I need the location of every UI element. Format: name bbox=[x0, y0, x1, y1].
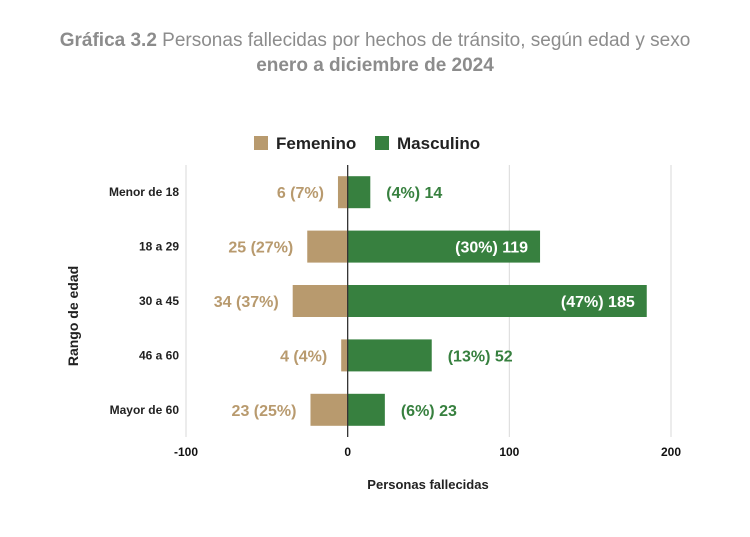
bar-femenino bbox=[307, 230, 348, 263]
bar-masculino bbox=[347, 176, 371, 209]
x-tick-label: 200 bbox=[661, 445, 681, 459]
legend-label: Masculino bbox=[397, 134, 480, 153]
chart-title-prefix: Gráfica 3.2 bbox=[59, 30, 157, 51]
data-label-masculino: (4%) 14 bbox=[386, 185, 442, 202]
data-label-femenino: 4 (4%) bbox=[280, 348, 327, 365]
data-label-femenino: 25 (27%) bbox=[228, 240, 293, 257]
bar-masculino bbox=[347, 230, 541, 263]
data-label-femenino: 23 (25%) bbox=[232, 403, 297, 420]
bar-femenino bbox=[337, 176, 348, 209]
chart-title-main: Personas fallecidas por hechos de tránsi… bbox=[162, 30, 691, 51]
bar-femenino bbox=[341, 339, 348, 372]
data-label-femenino: 6 (7%) bbox=[277, 185, 324, 202]
x-tick-label: 100 bbox=[499, 445, 519, 459]
bar-masculino bbox=[347, 339, 432, 372]
data-label-femenino: 34 (37%) bbox=[214, 294, 279, 311]
bar-femenino bbox=[310, 393, 348, 426]
bar-masculino bbox=[347, 285, 647, 317]
legend-swatch bbox=[254, 136, 268, 150]
legend-swatch bbox=[375, 136, 389, 150]
bar-masculino bbox=[347, 393, 385, 426]
category-label: Mayor de 60 bbox=[110, 403, 180, 417]
data-labels: 6 (7%) (4%) 14 25 (27%) (30%) 119 34 (37%) (4… bbox=[214, 185, 635, 420]
category-label: 18 a 29 bbox=[139, 240, 179, 254]
category-label: 30 a 45 bbox=[139, 294, 179, 308]
x-tick-label: -100 bbox=[174, 445, 198, 459]
x-tick-label: 0 bbox=[344, 445, 351, 459]
x-tick-labels: -100 0 100 200 bbox=[174, 445, 681, 459]
chart-title: Gráfica 3.2 Personas fallecidas por hech… bbox=[0, 28, 750, 78]
x-axis-label: Personas fallecidas bbox=[367, 477, 488, 492]
data-label-masculino: (6%) 23 bbox=[401, 403, 457, 420]
chart-subtitle: enero a diciembre de 2024 bbox=[256, 55, 494, 76]
category-label: 46 a 60 bbox=[139, 348, 179, 362]
data-label-masculino: (13%) 52 bbox=[448, 348, 513, 365]
bars bbox=[292, 176, 647, 426]
legend-label: Femenino bbox=[276, 134, 356, 153]
data-label-masculino: (47%) 185 bbox=[561, 294, 635, 311]
bar-femenino bbox=[292, 285, 348, 317]
legend: Femenino Masculino bbox=[254, 134, 480, 153]
y-axis-label: Rango de edad bbox=[65, 266, 81, 366]
data-label-masculino: (30%) 119 bbox=[455, 240, 528, 257]
category-label: Menor de 18 bbox=[109, 185, 179, 199]
category-labels: Menor de 18 18 a 29 30 a 45 46 a 60 Mayor de… bbox=[109, 185, 179, 417]
